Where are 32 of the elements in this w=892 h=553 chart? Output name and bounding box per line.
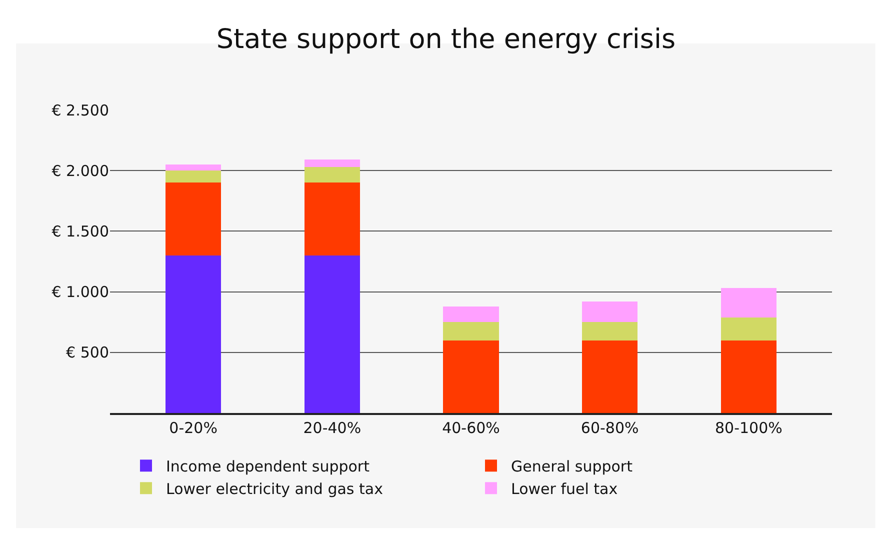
bar	[304, 255, 360, 413]
bar	[582, 302, 638, 322]
bar	[166, 170, 222, 183]
bar	[304, 166, 360, 183]
bar	[582, 322, 638, 340]
bar	[720, 288, 776, 318]
legend-label: Lower fuel tax	[511, 480, 618, 498]
bar	[720, 317, 776, 340]
bar	[443, 340, 499, 413]
bar	[443, 322, 499, 340]
x-tick-label: 40-60%	[442, 419, 500, 437]
bar	[582, 340, 638, 413]
x-tick-label: 0-20%	[169, 419, 218, 437]
y-tick-label: € 1.000	[52, 283, 109, 302]
legend-label: Lower electricity and gas tax	[166, 480, 384, 498]
bar	[304, 160, 360, 167]
legend-label: General support	[511, 457, 633, 476]
bar	[166, 182, 222, 256]
bar	[304, 182, 360, 256]
bar	[720, 340, 776, 413]
x-tick-label: 60-80%	[580, 419, 639, 437]
legend-label: Income dependent support	[166, 457, 370, 476]
x-tick-label: 80-100%	[714, 419, 782, 437]
y-tick-label: € 500	[66, 344, 109, 362]
x-tick-label: 20-40%	[303, 419, 362, 437]
y-tick-label: € 2.000	[52, 162, 109, 180]
y-tick-label: € 1.500	[52, 222, 109, 240]
bar	[166, 164, 222, 171]
chart-title: State support on the energy crisis	[216, 24, 676, 56]
bar	[443, 306, 499, 322]
bar	[166, 255, 222, 413]
y-tick-label: € 2.500	[52, 101, 109, 120]
